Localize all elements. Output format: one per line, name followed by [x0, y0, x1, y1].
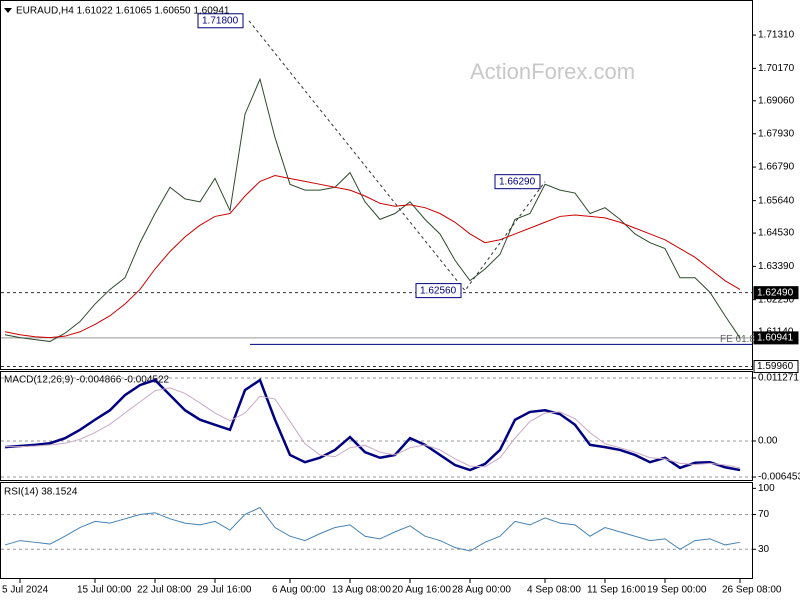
y-tick-label: 100	[758, 483, 775, 494]
macd-panel	[0, 371, 753, 481]
annotation-box	[415, 283, 462, 299]
annotation-box	[494, 174, 541, 190]
y-tick-label: 1.70170	[758, 63, 795, 74]
series-line	[5, 387, 741, 469]
x-tick-label: 4 Sep 08:00	[527, 585, 581, 596]
rsi-panel	[0, 482, 753, 579]
rsi-title: RSI(14) 38.1524	[4, 487, 78, 498]
annotation-label: 1.62560	[420, 285, 457, 296]
x-tick-label: 13 Aug 08:00	[332, 585, 391, 596]
y-tick-label: 1.69060	[758, 95, 795, 106]
y-tick-label: 1.71310	[758, 30, 795, 41]
y-tick-label: 30	[758, 544, 770, 555]
x-tick-label: 5 Jul 2024	[2, 585, 49, 596]
annotation-label: 1.71800	[202, 15, 239, 26]
macd-title: MACD(12,26,9) -0.004866 -0.004522	[4, 375, 170, 386]
level-label: 1.60941	[757, 333, 794, 344]
level-label: 1.62490	[757, 287, 794, 298]
y-tick-label: -0.006453	[758, 472, 800, 483]
x-tick-label: 19 Sep 00:00	[647, 585, 707, 596]
fibo-path	[248, 20, 546, 292]
level-label: 1.59960	[757, 361, 794, 372]
y-tick-label: 1.64530	[758, 228, 795, 239]
x-tick-label: 22 Jul 08:00	[137, 585, 192, 596]
series-line	[4, 378, 741, 472]
series-line	[4, 506, 741, 552]
x-tick-label: 29 Jul 16:00	[197, 585, 252, 596]
x-tick-label: 15 Jul 00:00	[77, 585, 132, 596]
y-tick-label: 1.66790	[758, 162, 795, 173]
fe-label: FE 61.8	[720, 334, 755, 345]
x-tick-label: 6 Aug 00:00	[272, 585, 326, 596]
level-label-box	[753, 286, 799, 300]
x-tick-label: 11 Sep 16:00	[587, 585, 646, 596]
y-tick-label: 1.63390	[758, 261, 795, 272]
level-label-box	[753, 360, 799, 374]
x-tick-label: 28 Aug 00:00	[452, 585, 511, 596]
y-tick-label: 1.65640	[758, 195, 795, 206]
y-tick-label: 70	[758, 509, 770, 520]
y-tick-label: 0.011271	[758, 373, 799, 384]
header-arrow	[4, 8, 12, 13]
series-line	[4, 175, 741, 339]
y-tick-label: 0.00	[758, 436, 778, 447]
level-label-box	[753, 331, 799, 345]
watermark: ActionForex.com	[470, 59, 635, 84]
x-tick-label: 20 Aug 16:00	[392, 585, 451, 596]
series-line	[4, 77, 741, 342]
annotation-label: 1.66290	[499, 176, 536, 187]
y-tick-label: 1.62250	[758, 294, 795, 305]
price-panel	[0, 0, 753, 370]
chart-title: EURAUD,H4 1.61022 1.61065 1.60650 1.6094…	[16, 6, 230, 17]
annotation-box	[197, 13, 244, 29]
x-tick-label: 26 Sep 08:00	[722, 585, 782, 596]
y-tick-label: 1.67930	[758, 128, 795, 139]
